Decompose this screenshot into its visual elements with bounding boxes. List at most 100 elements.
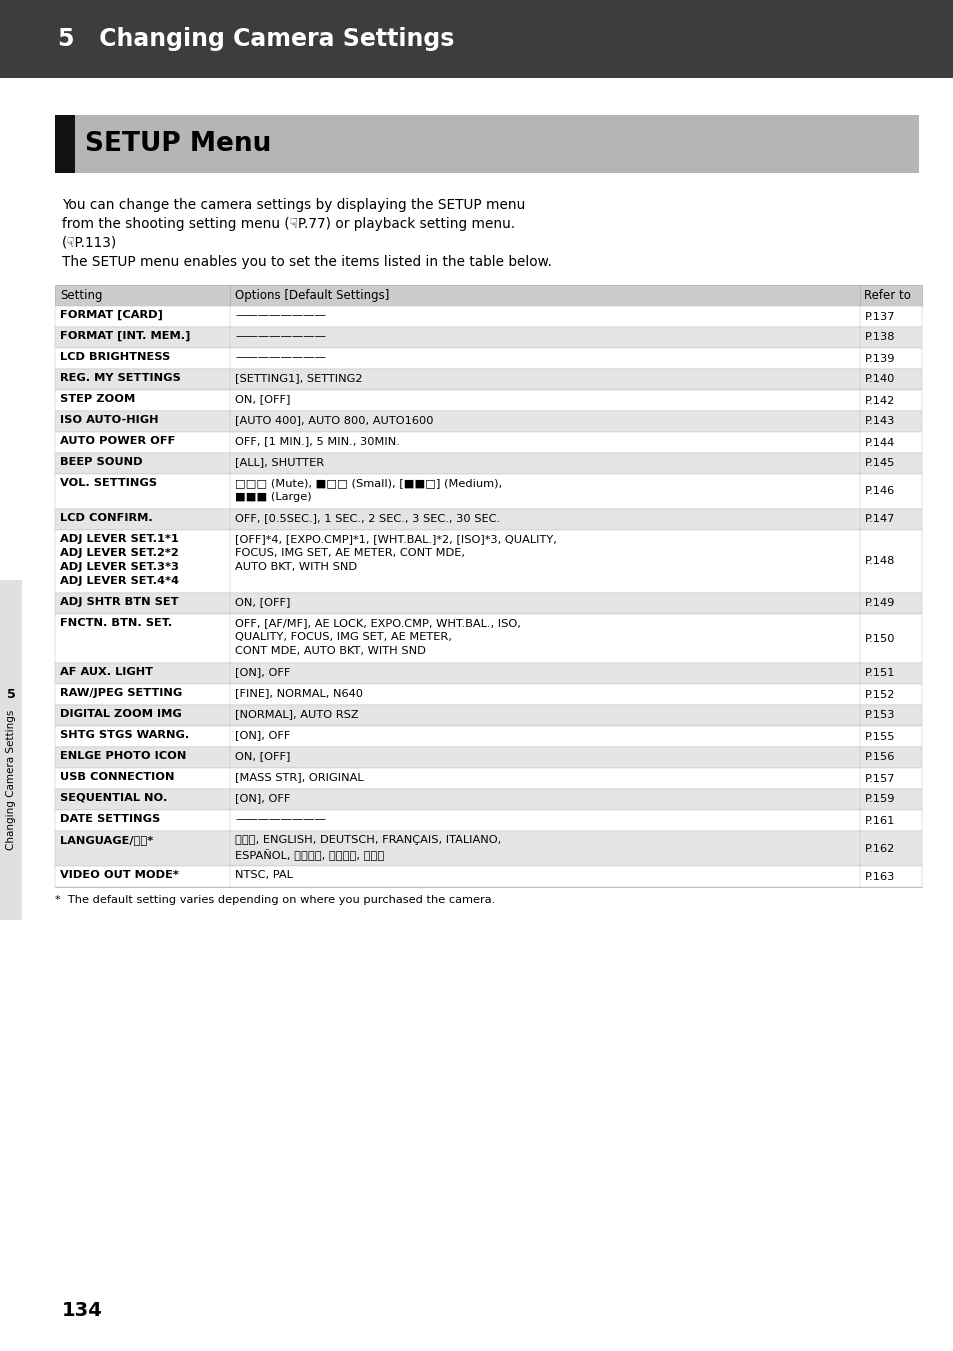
Text: VOL. SETTINGS: VOL. SETTINGS (60, 478, 157, 488)
Text: P.155: P.155 (864, 731, 895, 742)
Text: QUALITY, FOCUS, IMG SET, AE METER,: QUALITY, FOCUS, IMG SET, AE METER, (234, 632, 452, 642)
Text: (☟P.113): (☟P.113) (62, 236, 117, 250)
Text: P.146: P.146 (864, 486, 894, 497)
Text: AUTO POWER OFF: AUTO POWER OFF (60, 436, 175, 446)
Text: ENLGE PHOTO ICON: ENLGE PHOTO ICON (60, 751, 186, 761)
Text: Changing Camera Settings: Changing Camera Settings (6, 709, 16, 850)
Text: ADJ LEVER SET.4*4: ADJ LEVER SET.4*4 (60, 576, 179, 586)
Text: ————————: ———————— (234, 309, 326, 320)
Text: LCD CONFIRM.: LCD CONFIRM. (60, 513, 152, 523)
Bar (55, 747, 921, 767)
Text: [ALL], SHUTTER: [ALL], SHUTTER (234, 457, 324, 467)
Text: 134: 134 (62, 1301, 103, 1320)
Bar (55, 390, 921, 411)
Text: LANGUAGE/言語*: LANGUAGE/言語* (60, 835, 153, 844)
Bar (55, 811, 921, 831)
Text: ■■■ (Large): ■■■ (Large) (234, 492, 312, 503)
Text: USB CONNECTION: USB CONNECTION (60, 771, 174, 782)
Text: ————————: ———————— (234, 331, 326, 340)
Text: ON, [OFF]: ON, [OFF] (234, 597, 290, 607)
Text: ISO AUTO-HIGH: ISO AUTO-HIGH (60, 415, 158, 426)
Text: 5: 5 (7, 689, 15, 701)
Text: SHTG STGS WARNG.: SHTG STGS WARNG. (60, 730, 189, 740)
Text: AUTO BKT, WITH SND: AUTO BKT, WITH SND (234, 562, 356, 571)
Text: P.152: P.152 (864, 689, 895, 700)
Text: FOCUS, IMG SET, AE METER, CONT MDE,: FOCUS, IMG SET, AE METER, CONT MDE, (234, 549, 464, 558)
Text: ADJ LEVER SET.1*1: ADJ LEVER SET.1*1 (60, 534, 178, 544)
Text: [SETTING1], SETTING2: [SETTING1], SETTING2 (234, 373, 362, 382)
Text: You can change the camera settings by displaying the SETUP menu: You can change the camera settings by di… (62, 199, 525, 212)
Text: OFF, [AF/MF], AE LOCK, EXPO.CMP, WHT.BAL., ISO,: OFF, [AF/MF], AE LOCK, EXPO.CMP, WHT.BAL… (234, 617, 520, 628)
Text: ON, [OFF]: ON, [OFF] (234, 751, 290, 761)
Text: CONT MDE, AUTO BKT, WITH SND: CONT MDE, AUTO BKT, WITH SND (234, 646, 425, 657)
Text: P.142: P.142 (864, 396, 894, 405)
Text: P.153: P.153 (864, 711, 895, 720)
Bar (55, 509, 921, 530)
Bar (0, 580, 22, 920)
Text: NTSC, PAL: NTSC, PAL (234, 870, 293, 880)
Bar (55, 593, 921, 613)
Text: ————————: ———————— (234, 353, 326, 362)
Text: P.156: P.156 (864, 753, 895, 762)
Text: ESPAÑOL, 简体中文, 繁体中文, 한국어: ESPAÑOL, 简体中文, 繁体中文, 한국어 (234, 848, 384, 861)
Text: □□□ (Mute), ■□□ (Small), [■■□] (Medium),: □□□ (Mute), ■□□ (Small), [■■□] (Medium), (234, 478, 501, 488)
Bar (55, 411, 921, 432)
Text: P.150: P.150 (864, 634, 895, 643)
Text: FORMAT [INT. MEM.]: FORMAT [INT. MEM.] (60, 331, 191, 342)
Bar (55, 369, 921, 390)
Text: P.159: P.159 (864, 794, 895, 804)
Text: P.138: P.138 (864, 332, 895, 343)
Text: P.144: P.144 (864, 438, 894, 447)
Text: P.151: P.151 (864, 669, 895, 678)
Bar (55, 789, 921, 811)
Text: OFF, [1 MIN.], 5 MIN., 30MIN.: OFF, [1 MIN.], 5 MIN., 30MIN. (234, 436, 399, 446)
Bar (55, 613, 921, 663)
Bar (55, 115, 75, 173)
Bar (55, 453, 921, 474)
Text: [MASS STR], ORIGINAL: [MASS STR], ORIGINAL (234, 771, 363, 782)
Bar (55, 767, 921, 789)
Bar (55, 705, 921, 725)
Text: STEP ZOOM: STEP ZOOM (60, 394, 135, 404)
Text: SETUP Menu: SETUP Menu (85, 131, 271, 157)
Text: Setting: Setting (60, 289, 102, 303)
Text: ON, [OFF]: ON, [OFF] (234, 394, 290, 404)
Bar (55, 831, 921, 866)
Text: VIDEO OUT MODE*: VIDEO OUT MODE* (60, 870, 179, 880)
Bar (55, 305, 921, 327)
Text: P.140: P.140 (864, 374, 895, 385)
Text: [ON], OFF: [ON], OFF (234, 730, 290, 740)
Text: P.137: P.137 (864, 312, 895, 322)
Text: P.147: P.147 (864, 515, 895, 524)
Bar (55, 349, 921, 369)
Text: P.163: P.163 (864, 871, 895, 881)
Text: OFF, [0.5SEC.], 1 SEC., 2 SEC., 3 SEC., 30 SEC.: OFF, [0.5SEC.], 1 SEC., 2 SEC., 3 SEC., … (234, 513, 499, 523)
Text: The SETUP menu enables you to set the items listed in the table below.: The SETUP menu enables you to set the it… (62, 255, 551, 269)
Bar (55, 725, 921, 747)
Text: SEQUENTIAL NO.: SEQUENTIAL NO. (60, 793, 167, 802)
Text: *  The default setting varies depending on where you purchased the camera.: * The default setting varies depending o… (55, 894, 495, 905)
Text: [ON], OFF: [ON], OFF (234, 793, 290, 802)
Bar (55, 530, 921, 593)
Text: [OFF]*4, [EXPO.CMP]*1, [WHT.BAL.]*2, [ISO]*3, QUALITY,: [OFF]*4, [EXPO.CMP]*1, [WHT.BAL.]*2, [IS… (234, 534, 557, 544)
Text: P.145: P.145 (864, 458, 895, 469)
Text: P.162: P.162 (864, 843, 894, 854)
Text: 5   Changing Camera Settings: 5 Changing Camera Settings (58, 27, 454, 51)
Text: ADJ SHTR BTN SET: ADJ SHTR BTN SET (60, 597, 178, 607)
Bar (55, 474, 921, 509)
Text: DIGITAL ZOOM IMG: DIGITAL ZOOM IMG (60, 709, 182, 719)
Text: DATE SETTINGS: DATE SETTINGS (60, 815, 160, 824)
Text: [AUTO 400], AUTO 800, AUTO1600: [AUTO 400], AUTO 800, AUTO1600 (234, 415, 433, 426)
Text: Refer to: Refer to (863, 289, 910, 303)
Bar (55, 432, 921, 453)
Text: from the shooting setting menu (☟P.77) or playback setting menu.: from the shooting setting menu (☟P.77) o… (62, 218, 515, 231)
Text: ADJ LEVER SET.2*2: ADJ LEVER SET.2*2 (60, 549, 178, 558)
Text: AF AUX. LIGHT: AF AUX. LIGHT (60, 667, 152, 677)
Text: P.139: P.139 (864, 354, 895, 363)
Bar (0, 0, 953, 78)
Text: ————————: ———————— (234, 815, 326, 824)
Text: RAW/JPEG SETTING: RAW/JPEG SETTING (60, 688, 182, 698)
Bar (55, 285, 921, 305)
Text: ADJ LEVER SET.3*3: ADJ LEVER SET.3*3 (60, 562, 179, 571)
Text: Options [Default Settings]: Options [Default Settings] (234, 289, 389, 303)
